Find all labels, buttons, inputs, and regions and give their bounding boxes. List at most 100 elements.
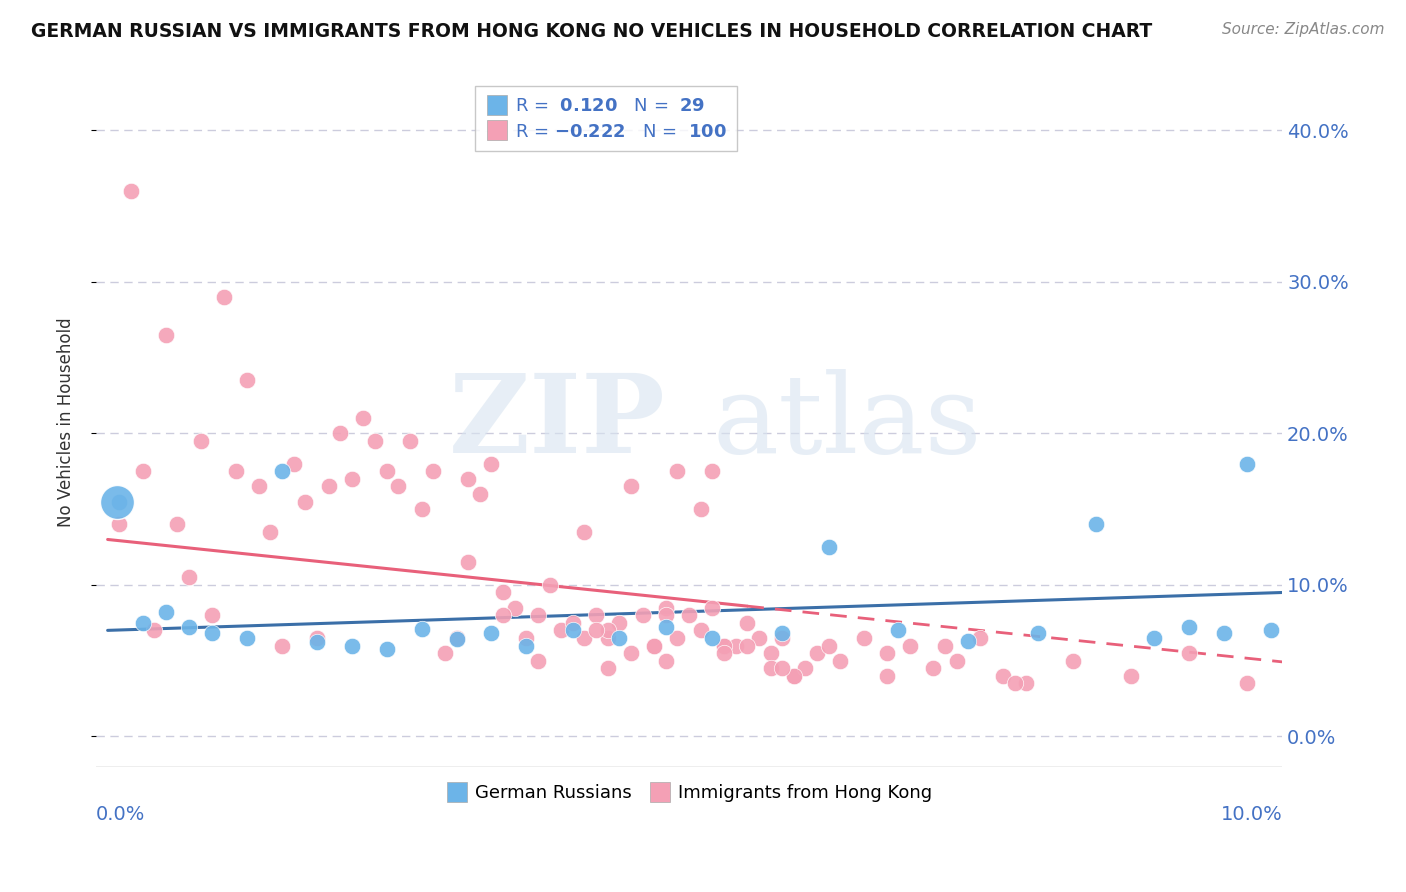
Text: ZIP: ZIP <box>449 368 665 475</box>
Point <box>817 540 839 554</box>
Point <box>957 634 980 648</box>
Point <box>305 631 328 645</box>
Point <box>631 608 654 623</box>
Point <box>305 635 328 649</box>
Point <box>201 626 224 640</box>
Point <box>643 639 665 653</box>
Point <box>735 615 758 630</box>
Point <box>561 615 583 630</box>
Point <box>561 624 583 638</box>
Point <box>411 622 433 636</box>
Point <box>1085 517 1108 532</box>
Point <box>898 639 921 653</box>
Point <box>748 631 770 645</box>
Point <box>1306 669 1329 683</box>
Point <box>1375 684 1398 698</box>
Point <box>735 639 758 653</box>
Point <box>666 631 689 645</box>
Point <box>574 524 596 539</box>
Point <box>713 646 735 660</box>
Point <box>457 555 479 569</box>
Point <box>433 646 456 660</box>
Point <box>271 639 294 653</box>
Point <box>596 661 619 675</box>
Text: 10.0%: 10.0% <box>1220 805 1282 823</box>
Point <box>503 600 526 615</box>
Point <box>1062 654 1084 668</box>
Point <box>876 669 898 683</box>
Point <box>969 631 991 645</box>
Point <box>1178 646 1201 660</box>
Point <box>1236 457 1258 471</box>
Point <box>446 632 468 647</box>
Point <box>620 479 643 493</box>
Point <box>492 585 515 599</box>
Point <box>596 624 619 638</box>
Point <box>387 479 409 493</box>
Point <box>166 517 188 532</box>
Point <box>538 578 561 592</box>
Point <box>105 494 128 508</box>
Point <box>411 502 433 516</box>
Point <box>550 624 572 638</box>
Point <box>678 608 700 623</box>
Point <box>468 487 491 501</box>
Point <box>666 464 689 478</box>
Point <box>457 472 479 486</box>
Point <box>340 639 363 653</box>
Point <box>574 631 596 645</box>
Point <box>1026 626 1049 640</box>
Point <box>643 639 665 653</box>
Point <box>724 639 747 653</box>
Point <box>759 646 782 660</box>
Point <box>177 570 200 584</box>
Point <box>1119 669 1142 683</box>
Point <box>201 608 224 623</box>
Point <box>155 605 177 619</box>
Point <box>655 608 678 623</box>
Point <box>1236 676 1258 690</box>
Point <box>817 639 839 653</box>
Point <box>887 624 910 638</box>
Point <box>190 434 212 448</box>
Point <box>702 464 724 478</box>
Point <box>585 608 607 623</box>
Point <box>1178 620 1201 634</box>
Point <box>607 631 630 645</box>
Point <box>481 626 503 640</box>
Point <box>713 639 735 653</box>
Point <box>1143 631 1166 645</box>
Point <box>702 631 724 645</box>
Point <box>783 669 806 683</box>
Point <box>689 502 711 516</box>
Point <box>236 631 259 645</box>
Point <box>655 620 678 634</box>
Point <box>852 631 875 645</box>
Point <box>1213 626 1236 640</box>
Point <box>770 626 793 640</box>
Point <box>527 654 550 668</box>
Point <box>131 464 153 478</box>
Legend: German Russians, Immigrants from Hong Kong: German Russians, Immigrants from Hong Ko… <box>439 777 939 809</box>
Point <box>422 464 444 478</box>
Point <box>340 472 363 486</box>
Point <box>318 479 340 493</box>
Point <box>329 426 352 441</box>
Point <box>225 464 247 478</box>
Y-axis label: No Vehicles in Household: No Vehicles in Household <box>58 318 75 527</box>
Point <box>689 624 711 638</box>
Point <box>770 661 793 675</box>
Point <box>1015 676 1038 690</box>
Point <box>515 639 537 653</box>
Point <box>212 290 235 304</box>
Point <box>515 631 537 645</box>
Point <box>283 457 305 471</box>
Point <box>1260 624 1282 638</box>
Point <box>770 631 793 645</box>
Point <box>108 517 131 532</box>
Point <box>713 639 735 653</box>
Point <box>177 620 200 634</box>
Point <box>1004 676 1026 690</box>
Text: GERMAN RUSSIAN VS IMMIGRANTS FROM HONG KONG NO VEHICLES IN HOUSEHOLD CORRELATION: GERMAN RUSSIAN VS IMMIGRANTS FROM HONG K… <box>31 22 1152 41</box>
Point <box>945 654 967 668</box>
